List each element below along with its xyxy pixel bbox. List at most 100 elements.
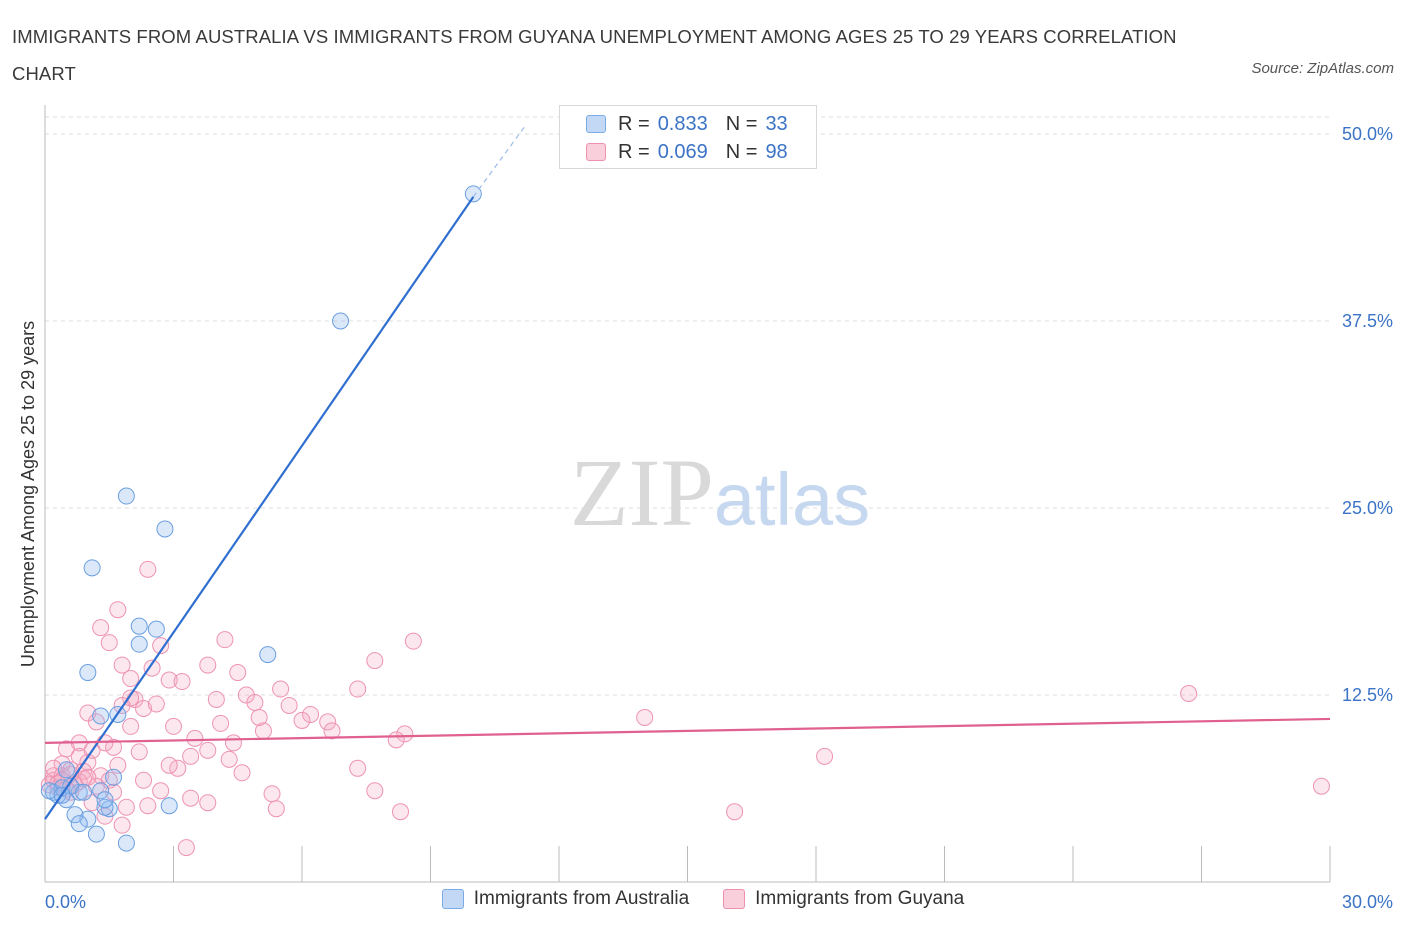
guyana-point	[220, 750, 238, 768]
australia-point	[92, 782, 110, 800]
guyana-point	[366, 652, 384, 670]
australia-point	[130, 617, 148, 635]
x-tick-label: 30.0%	[1342, 892, 1393, 912]
guyana-point	[250, 708, 268, 726]
australia-point	[96, 791, 114, 809]
guyana-point	[349, 680, 367, 698]
guyana-point	[293, 711, 311, 729]
guyana-point	[160, 671, 178, 689]
guyana-point	[117, 798, 135, 816]
australia-point	[40, 782, 58, 800]
australia-point	[117, 834, 135, 852]
guyana-point	[165, 717, 182, 735]
legend-r-value-guyana: 0.069	[657, 140, 708, 163]
tick-labels: 12.5% 25.0% 37.5% 50.0% 0.0% 30.0%	[45, 124, 1393, 912]
australia-point	[147, 620, 165, 638]
guyana-point	[113, 656, 131, 674]
guyana-point	[92, 767, 110, 785]
australia-point	[57, 761, 75, 779]
series-legend-guyana[interactable]: Immigrants from Guyana	[723, 888, 964, 910]
australia-point	[79, 664, 97, 682]
guyana-point	[152, 782, 170, 800]
australia-point	[92, 707, 110, 725]
trend-lines	[44, 126, 1331, 820]
guyana-point	[147, 695, 165, 713]
guyana-point	[173, 673, 191, 691]
correlation-legend: R = 0.833 N = 33 R = 0.069 N = 98	[559, 105, 817, 169]
guyana-point	[199, 741, 217, 759]
trend-line-australia-extension	[472, 126, 526, 198]
guyana-point	[182, 789, 200, 807]
guyana-point	[186, 729, 204, 747]
legend-row-guyana: R = 0.069 N = 98	[586, 139, 788, 165]
australia-point	[87, 825, 105, 843]
australia-point	[66, 806, 84, 824]
legend-n-label: N =	[725, 140, 758, 163]
guyana-point	[113, 816, 131, 834]
guyana-point	[199, 656, 217, 674]
guyana-point	[726, 803, 744, 821]
axes	[44, 105, 1331, 883]
guyana-point	[130, 743, 148, 761]
guyana-point	[280, 696, 298, 714]
legend-r-label: R =	[618, 140, 650, 163]
series-swatch-guyana	[723, 889, 746, 909]
guyana-point	[1312, 777, 1330, 795]
australia-point	[332, 312, 350, 330]
guyana-point	[216, 631, 234, 649]
guyana-point	[302, 705, 320, 723]
guyana-point	[109, 601, 127, 619]
series-legend-australia[interactable]: Immigrants from Australia	[441, 888, 690, 910]
guyana-point	[182, 747, 200, 765]
legend-n-value-guyana: 98	[765, 140, 788, 163]
legend-swatch-guyana	[586, 143, 606, 161]
guyana-point	[636, 708, 654, 726]
chart-title: IMMIGRANTS FROM AUSTRALIA VS IMMIGRANTS …	[12, 26, 1177, 84]
trend-line-australia	[44, 196, 475, 820]
y-tick-label: 25.0%	[1342, 498, 1393, 518]
guyana-point	[122, 670, 140, 688]
guyana-point	[224, 734, 242, 752]
guyana-point	[152, 637, 170, 655]
gridlines	[45, 116, 1330, 696]
legend-r-value-australia: 0.833	[657, 112, 708, 135]
guyana-point	[263, 785, 281, 803]
series-legend: Immigrants from Australia Immigrants fro…	[0, 888, 1406, 910]
series-swatch-australia	[441, 889, 464, 909]
guyana-point	[79, 704, 97, 722]
guyana-point	[323, 722, 341, 740]
source-label: Source: ZipAtlas.com	[1251, 60, 1394, 77]
guyana-point	[392, 803, 410, 821]
guyana-point	[349, 759, 367, 777]
guyana-point	[404, 632, 422, 650]
guyana-point	[92, 619, 110, 637]
legend-swatch-australia	[586, 115, 606, 133]
guyana-point	[229, 664, 247, 682]
australia-point	[96, 798, 114, 816]
guyana-point	[816, 747, 834, 765]
guyana-point	[135, 771, 153, 789]
guyana-point	[139, 797, 157, 815]
guyana-point	[207, 690, 225, 708]
australia-point	[160, 797, 178, 815]
y-tick-label: 50.0%	[1342, 124, 1393, 144]
series-label-guyana: Immigrants from Guyana	[755, 888, 965, 909]
guyana-point	[319, 713, 337, 731]
australia-point	[156, 520, 174, 538]
guyana-point	[237, 686, 255, 704]
guyana-point	[45, 759, 63, 777]
guyana-point	[105, 783, 123, 801]
australia-point	[79, 810, 97, 828]
y-axis-label: Unemployment Among Ages 25 to 29 years	[18, 321, 38, 667]
guyana-point	[105, 738, 123, 756]
series-label-australia: Immigrants from Australia	[473, 888, 690, 909]
legend-r-label: R =	[618, 112, 650, 135]
guyana-point	[396, 725, 414, 743]
guyana-point	[366, 782, 384, 800]
guyana-point	[212, 714, 230, 732]
australia-point	[117, 487, 135, 505]
guyana-point	[1180, 685, 1198, 703]
guyana-point	[143, 659, 161, 677]
y-tick-label: 12.5%	[1342, 685, 1393, 705]
